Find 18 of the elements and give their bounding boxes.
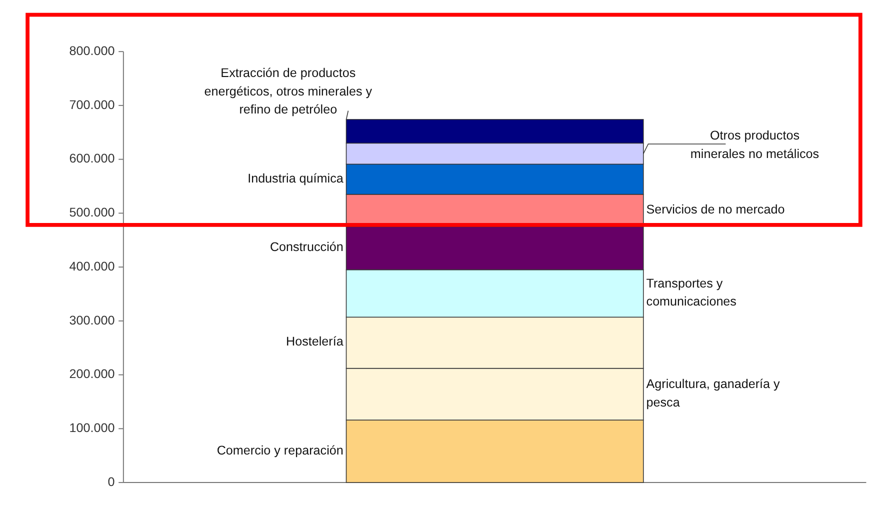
y-tick-label: 500.000	[69, 206, 115, 220]
y-tick-label: 0	[108, 474, 115, 489]
y-tick-label: 200.000	[69, 367, 115, 382]
series-label: Transportes y comunicaciones	[646, 276, 736, 309]
y-tick-label: 700.000	[69, 98, 115, 112]
y-tick-label: 300.000	[69, 313, 115, 328]
series-label: Comercio y reparación	[216, 444, 344, 458]
series-label: Servicios de no mercado	[646, 202, 785, 217]
series-label: Extracción de productos energéticos, otros minerales y refino de petróleo	[204, 66, 373, 118]
series-label: Agricultura, ganadería y pesca	[646, 377, 781, 410]
y-tick-label: 100.000	[69, 420, 115, 435]
series-label: Hostelería	[286, 335, 344, 350]
series-label: Industria química	[248, 172, 344, 186]
y-tick-label: 800.000	[69, 44, 115, 58]
series-label: Construcción	[270, 240, 344, 255]
y-tick-label: 400.000	[69, 259, 115, 274]
text: Otros productos minerales no metálicos	[690, 129, 820, 162]
y-tick-label: 600.000	[69, 152, 115, 166]
